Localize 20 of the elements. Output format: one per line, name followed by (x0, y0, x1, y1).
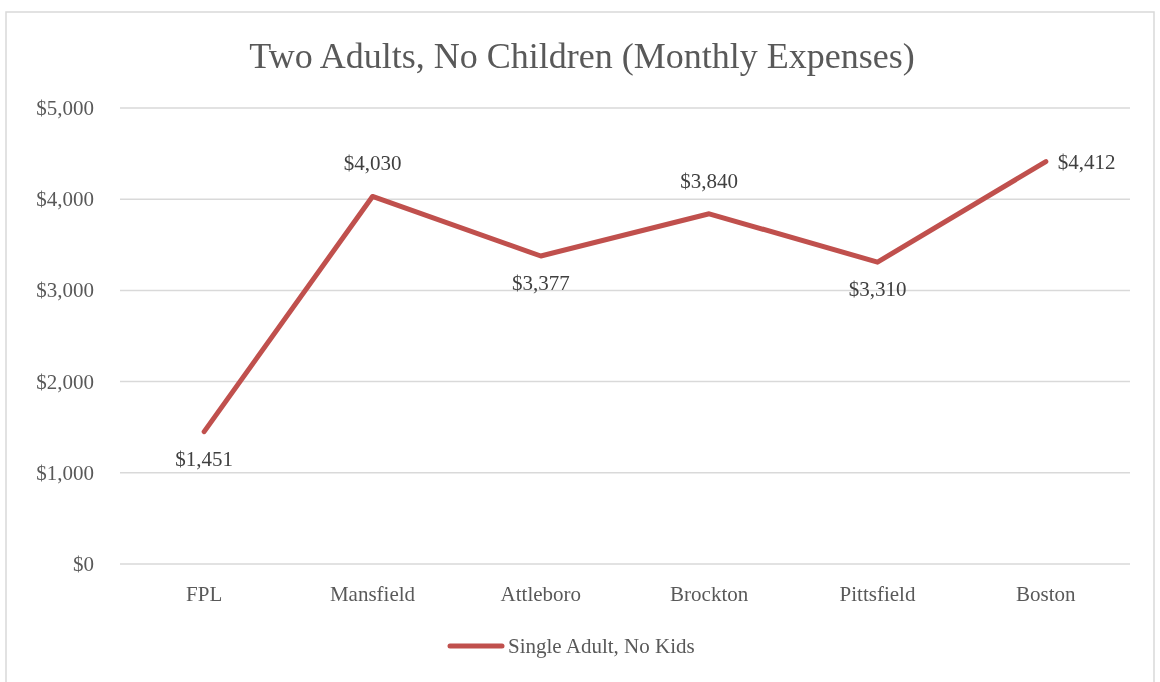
x-tick-label: Boston (1016, 582, 1077, 606)
data-label: $3,310 (848, 277, 907, 302)
data-label: $1,451 (175, 446, 234, 471)
data-label: $4,030 (343, 151, 402, 176)
data-label: $3,840 (680, 168, 739, 193)
y-tick-label: $0 (73, 552, 94, 576)
y-tick-label: $3,000 (36, 278, 94, 303)
y-tick-label: $5,000 (36, 96, 94, 120)
x-tick-label: Attleboro (500, 582, 582, 606)
x-tick-label: Brockton (670, 582, 749, 606)
x-tick-label: FPL (186, 582, 223, 606)
x-tick-label: Mansfield (329, 582, 416, 606)
data-label: $4,412 (1057, 149, 1116, 174)
legend-label: Single Adult, No Kids (508, 634, 695, 658)
chart-title: Two Adults, No Children (Monthly Expenses) (249, 36, 915, 76)
y-tick-label: $1,000 (36, 460, 94, 485)
x-tick-label: Pittsfield (839, 582, 916, 606)
y-tick-label: $2,000 (36, 369, 94, 394)
y-tick-label: $4,000 (36, 187, 94, 212)
data-label: $3,377 (511, 271, 570, 296)
